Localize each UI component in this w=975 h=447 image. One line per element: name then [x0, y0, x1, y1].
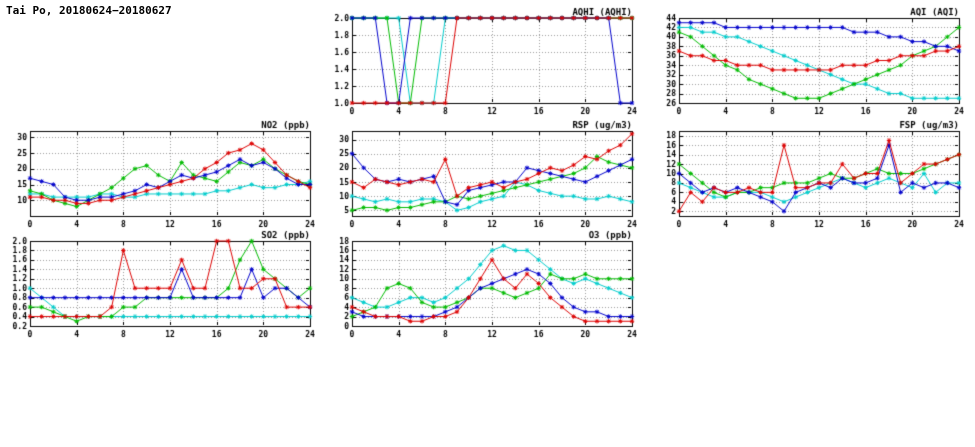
- aqi-chart-canvas: [649, 5, 964, 117]
- rsp-chart: [322, 118, 637, 230]
- rsp-chart-canvas: [322, 118, 637, 230]
- o3-chart: [322, 228, 637, 340]
- fsp-chart: [649, 118, 964, 230]
- no2-chart: [0, 118, 315, 230]
- so2-chart-canvas: [0, 228, 315, 340]
- aqhi-chart-canvas: [322, 5, 637, 117]
- page-title: Tai Po, 20180624−20180627: [6, 4, 172, 17]
- aqi-chart: [649, 5, 964, 117]
- fsp-chart-canvas: [649, 118, 964, 230]
- o3-chart-canvas: [322, 228, 637, 340]
- aqhi-chart: [322, 5, 637, 117]
- no2-chart-canvas: [0, 118, 315, 230]
- so2-chart: [0, 228, 315, 340]
